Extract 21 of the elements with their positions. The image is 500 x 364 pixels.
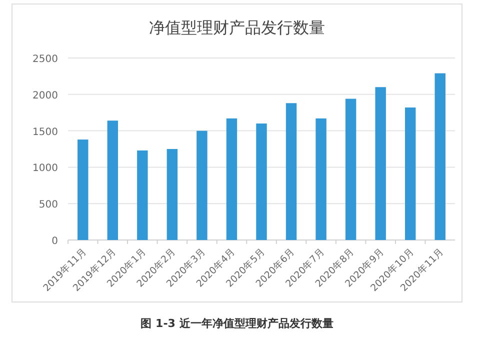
bar: [345, 98, 356, 240]
bar: [256, 124, 267, 240]
bar: [375, 87, 386, 240]
y-tick-label: 2000: [32, 90, 58, 102]
bar: [226, 118, 238, 240]
bar: [196, 130, 208, 240]
caption: 图 1-3 近一年净值型理财产品发行数量: [140, 317, 334, 330]
bar: [137, 150, 148, 240]
bar: [286, 103, 297, 240]
bar: [404, 108, 416, 240]
y-tick-label: 500: [38, 200, 58, 211]
chart-title: 净值型理财产品发行数量: [149, 18, 325, 37]
bar: [166, 149, 178, 240]
y-tick-label: 1000: [32, 163, 58, 174]
bar: [316, 118, 326, 240]
bar: [78, 140, 88, 240]
y-tick-label: 2500: [32, 54, 58, 65]
y-tick-label: 1500: [32, 126, 58, 138]
bar: [434, 73, 446, 240]
y-tick-label: 0: [52, 236, 58, 247]
bar: [107, 120, 118, 240]
